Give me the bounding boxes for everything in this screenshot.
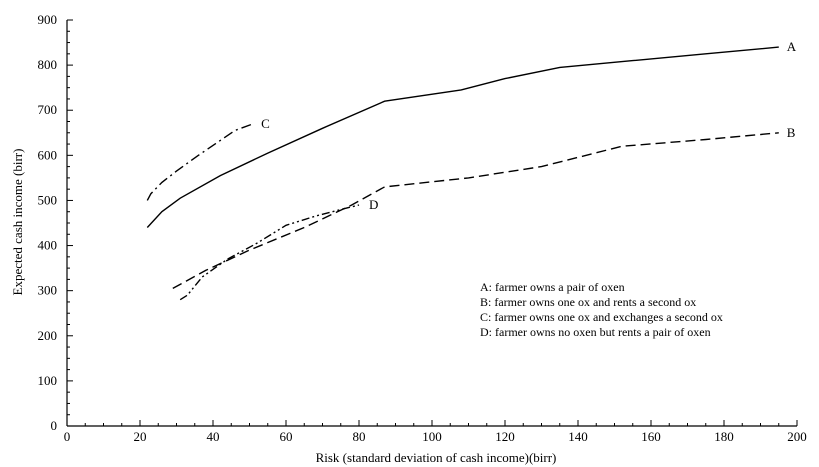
series-line-c: [146, 123, 254, 201]
x-tick-label: 40: [207, 429, 220, 444]
axes: [66, 20, 797, 427]
y-tick-label: 900: [38, 12, 58, 27]
x-tick-label: 200: [787, 429, 807, 444]
y-tick-label: 700: [38, 102, 58, 117]
y-tick-label: 400: [38, 238, 58, 253]
series-label-group: A B C D: [261, 39, 797, 212]
series-line-d: [179, 204, 360, 301]
legend-entry-d: D: farmer owns no oxen but rents a pair …: [480, 325, 711, 339]
legend-entry-c: C: farmer owns one ox and exchanges a se…: [480, 310, 723, 324]
x-tick-label: 120: [495, 429, 515, 444]
series-line-a: [146, 46, 779, 228]
x-tick-label: 100: [422, 429, 442, 444]
y-tick-label: 500: [38, 192, 58, 207]
tick-group: 0 20 40 60 80 100 120 140 160 180 200 0 100 200 300 400…: [38, 12, 807, 444]
x-tick-label: 160: [641, 429, 661, 444]
series-label-a: A: [787, 39, 797, 54]
y-tick-label: 100: [38, 373, 58, 388]
series-line-b: [172, 132, 779, 290]
series-group: [146, 46, 779, 301]
series-label-b: B: [787, 125, 796, 140]
legend: A: farmer owns a pair of oxen B: farmer …: [480, 280, 723, 339]
x-tick-label: 60: [280, 429, 293, 444]
x-tick-label: 180: [714, 429, 734, 444]
legend-entry-b: B: farmer owns one ox and rents a second…: [480, 295, 696, 309]
x-tick-label: 140: [568, 429, 588, 444]
series-label-c: C: [261, 116, 270, 131]
x-tick-label: 80: [353, 429, 366, 444]
y-tick-label: 600: [38, 147, 58, 162]
x-tick-label: 0: [64, 429, 71, 444]
y-tick-label: 800: [38, 57, 58, 72]
x-tick-label: 20: [134, 429, 147, 444]
series-label-d: D: [369, 197, 378, 212]
y-tick-label: 300: [38, 283, 58, 298]
y-tick-label: 0: [51, 418, 58, 433]
y-tick-label: 200: [38, 328, 58, 343]
x-axis-label: Risk (standard deviation of cash income)…: [316, 450, 557, 465]
legend-entry-a: A: farmer owns a pair of oxen: [480, 280, 625, 294]
y-axis-label: Expected cash income (birr): [10, 149, 25, 296]
